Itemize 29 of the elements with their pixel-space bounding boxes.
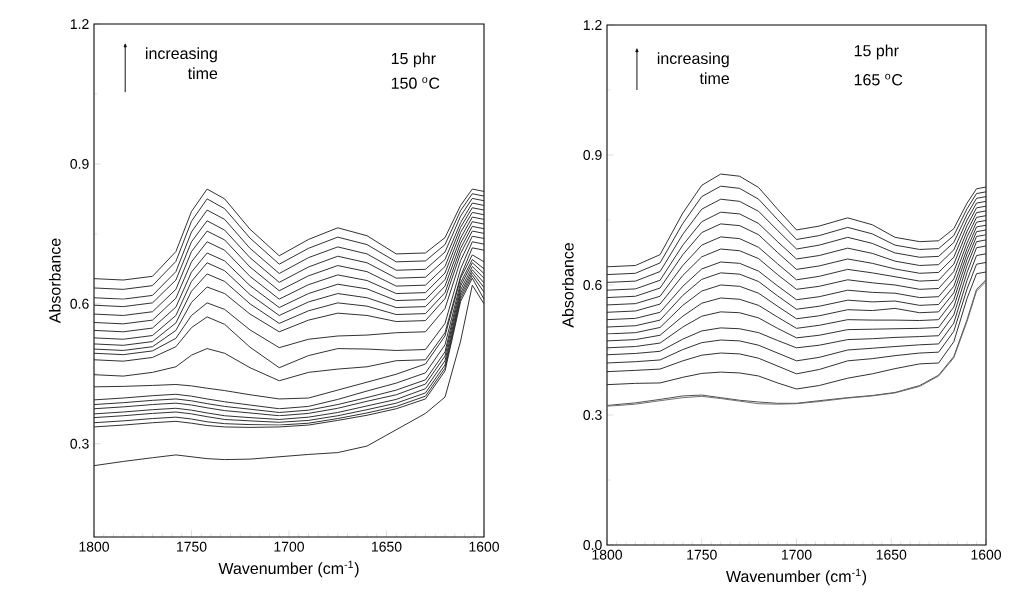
x-tick-label: 1750 [176,541,207,552]
y-tick-label: 0.9 [583,150,602,160]
annotation: 150 $^{o}$C [391,77,440,89]
y-tick-label: 0.6 [70,298,89,309]
x-axis-title: Wavenumber (cm$^{-1}$) [726,568,867,586]
annotation: 15 phr [854,44,899,60]
x-tick-label: 1600 [469,541,500,552]
annotation: 15 phr [391,52,436,68]
y-tick-label: 1.2 [583,20,602,30]
y-tick-label: 0.0 [583,540,602,550]
x-tick-label: 1650 [371,541,402,552]
x-tick-label: 1650 [876,549,907,560]
x-tick-label: 1800 [79,541,110,552]
y-tick-label: 0.9 [70,158,89,169]
y-axis-title: Absorbance [561,243,574,328]
y-tick-label: 0.6 [583,280,602,290]
x-tick-label: 1700 [274,541,305,552]
y-tick-label: 0.3 [70,438,89,449]
x-tick-label: 1600 [971,549,1002,560]
y-tick-label: 0.3 [583,410,602,420]
annotation: increasing time [657,52,730,85]
x-axis-title: Wavenumber (cm$^{-1}$) [218,560,359,578]
x-tick-label: 1700 [782,549,812,560]
y-tick-label: 1.2 [70,19,89,29]
y-axis-title: Absorbance [48,238,61,324]
annotation: increasing time [146,47,218,80]
x-tick-label: 1750 [687,549,717,560]
annotation: 165 $^{o}$C [854,73,903,86]
x-tick-label: 1800 [592,549,623,560]
